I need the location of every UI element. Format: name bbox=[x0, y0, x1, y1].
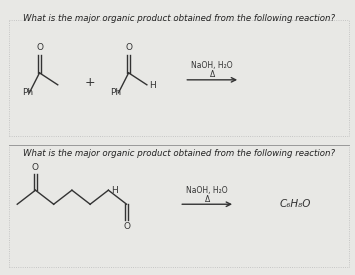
Text: O: O bbox=[32, 163, 39, 172]
Text: What is the major organic product obtained from the following reaction?: What is the major organic product obtain… bbox=[23, 14, 335, 23]
Text: Ph: Ph bbox=[22, 88, 33, 97]
Text: Δ: Δ bbox=[209, 70, 215, 79]
Text: O: O bbox=[125, 43, 132, 52]
Text: O: O bbox=[36, 43, 43, 52]
Text: +: + bbox=[85, 76, 95, 89]
Text: O: O bbox=[123, 222, 130, 231]
Text: NaOH, H₂O: NaOH, H₂O bbox=[191, 61, 233, 70]
Text: What is the major organic product obtained from the following reaction?: What is the major organic product obtain… bbox=[23, 149, 335, 158]
Text: Ph: Ph bbox=[110, 88, 121, 97]
Text: H: H bbox=[149, 81, 155, 90]
Text: H: H bbox=[111, 186, 118, 195]
Text: NaOH, H₂O: NaOH, H₂O bbox=[186, 186, 228, 195]
Text: C₆H₈O: C₆H₈O bbox=[280, 199, 311, 209]
Text: Δ: Δ bbox=[204, 195, 210, 204]
